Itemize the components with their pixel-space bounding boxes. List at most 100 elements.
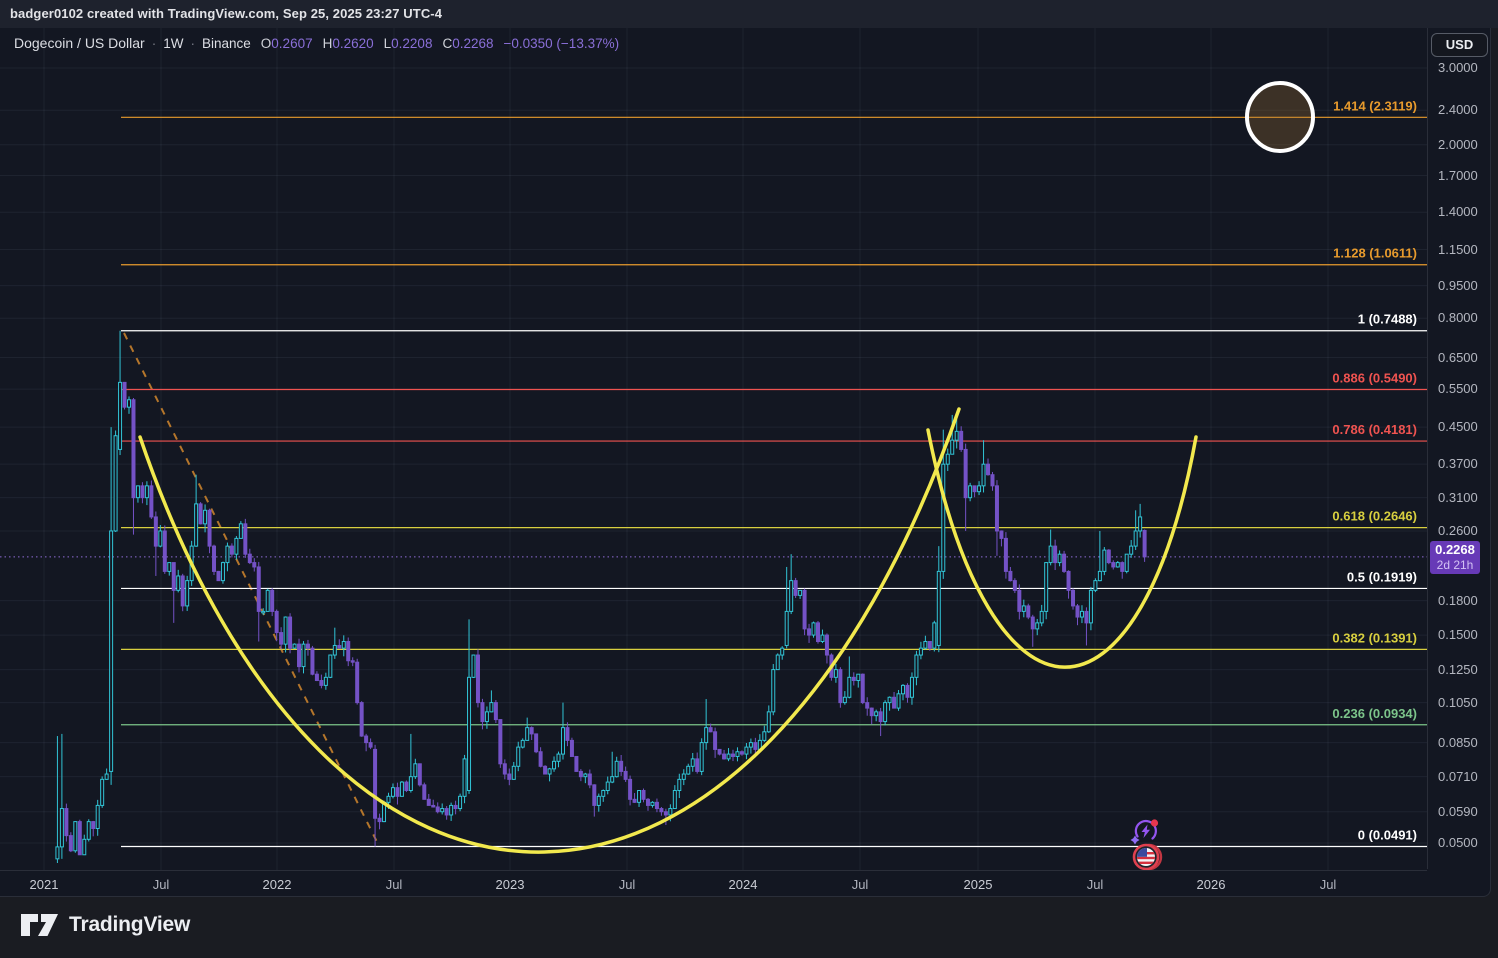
candle-down	[999, 530, 1004, 539]
price-tick-label: 2.4000	[1438, 102, 1478, 118]
candle-down	[140, 485, 145, 499]
candle-up	[1115, 562, 1120, 568]
economic-event-icon[interactable]	[1130, 819, 1159, 845]
candle-down	[502, 763, 507, 775]
candle-down	[364, 735, 369, 744]
price-tick-label: 0.3700	[1438, 456, 1478, 472]
candle-up	[1129, 545, 1134, 555]
candle-down	[198, 503, 203, 525]
price-tick-label: 2.0000	[1438, 136, 1478, 152]
candle-up	[1079, 610, 1084, 618]
candle-up	[977, 485, 982, 493]
price-tick-label: 0.2600	[1438, 522, 1478, 538]
fib-label-0: 0 (0.0491)	[1358, 827, 1417, 842]
price-chart-canvas[interactable]: 1.414 (2.3119) 1.128 (1.0611) 1 (0.7488) 0.…	[0, 28, 1491, 897]
candle-up	[511, 765, 516, 780]
candle-down	[574, 755, 579, 772]
tradingview-logo[interactable]: TradingView	[20, 912, 190, 938]
candle-down	[270, 589, 275, 612]
candle-down	[1106, 549, 1111, 564]
candle-down	[493, 702, 498, 721]
candle-up	[59, 808, 64, 848]
candle-down	[807, 628, 812, 636]
candle-down	[435, 806, 440, 813]
candle-down	[68, 835, 73, 852]
candle-up	[1138, 516, 1143, 532]
candle-down	[654, 801, 659, 810]
candle-up	[1097, 570, 1102, 582]
candle-up	[82, 838, 87, 856]
candle-down	[337, 644, 342, 649]
candle-down	[565, 727, 570, 741]
candle-down	[753, 742, 758, 750]
currency-button[interactable]: USD	[1431, 33, 1488, 57]
candle-down	[310, 647, 315, 675]
us-flag-event-icon[interactable]	[1132, 843, 1163, 871]
candle-down	[878, 711, 883, 723]
candle-down	[288, 616, 293, 649]
time-tick-label: Jul	[618, 877, 636, 892]
candle-up	[650, 801, 655, 806]
candle-up	[55, 846, 60, 860]
legend-separator: ·	[151, 36, 157, 51]
candle-up	[677, 778, 682, 792]
candle-down	[475, 654, 480, 704]
last-price-badge: 0.2268 2d 21h	[1430, 541, 1480, 574]
candle-down	[64, 808, 69, 837]
symbol-title[interactable]: Dogecoin / US Dollar	[14, 35, 145, 51]
price-tick-label: 0.1050	[1438, 694, 1478, 710]
candle-up	[762, 731, 767, 741]
time-tick-label: 2026	[1196, 877, 1226, 892]
fib-label-0.618: 0.618 (0.2646)	[1332, 509, 1417, 524]
candle-down	[578, 770, 583, 778]
candle-down	[122, 381, 127, 408]
candle-up	[909, 676, 914, 698]
event-dot	[1150, 819, 1159, 827]
candle-up	[332, 644, 337, 656]
candle-down	[663, 811, 668, 816]
price-axis[interactable]: USD 3.0000 2.4000 2.0000 1.7000 1.4000 1.1500…	[1427, 28, 1490, 869]
candle-up	[748, 742, 753, 748]
low-value: 0.2208	[391, 36, 433, 51]
candle-up	[887, 696, 892, 704]
candle-down	[1075, 605, 1080, 618]
tradingview-logo-text: TradingView	[69, 913, 191, 936]
candle-down	[444, 808, 449, 816]
candle-up	[234, 537, 239, 555]
candle-down	[592, 784, 597, 806]
time-tick-label: Jul	[152, 877, 170, 892]
candle-up	[225, 545, 230, 564]
candle-down	[377, 817, 382, 823]
candle-down	[632, 798, 637, 803]
candle-up	[923, 641, 928, 649]
candle-up	[605, 781, 610, 792]
time-tick-label: Jul	[385, 877, 403, 892]
candle-up	[847, 676, 852, 698]
candle-up	[1093, 580, 1098, 591]
price-tick-label: 0.0850	[1438, 734, 1478, 750]
candle-down	[395, 787, 400, 797]
time-axis[interactable]: 2021 Jul 2022 Jul 2023 Jul 2024 Jul 2025 Jul 2026 J…	[0, 870, 1427, 896]
candle-down	[243, 523, 248, 555]
candle-up	[968, 485, 973, 499]
interval-label[interactable]: 1W	[163, 36, 184, 51]
candle-up	[109, 530, 114, 772]
candle-up	[220, 562, 225, 582]
candle-down	[77, 821, 82, 856]
time-tick-label: 2022	[262, 877, 292, 892]
fib-label-0.886: 0.886 (0.5490)	[1332, 370, 1417, 385]
candle-up	[780, 647, 785, 656]
candle-down	[417, 763, 422, 786]
candle-up	[601, 790, 606, 797]
candle-up	[686, 765, 691, 775]
candle-up	[283, 616, 288, 645]
price-tick-label: 1.1500	[1438, 241, 1478, 257]
fib-label-0.5: 0.5 (0.1919)	[1347, 569, 1417, 584]
close-value: 0.2268	[452, 36, 494, 51]
candle-down	[713, 731, 718, 750]
candle-down	[247, 553, 252, 564]
trendline-layer	[123, 332, 380, 847]
candle-down	[1030, 616, 1035, 630]
candle-down	[1017, 589, 1022, 612]
candle-up	[936, 570, 941, 646]
